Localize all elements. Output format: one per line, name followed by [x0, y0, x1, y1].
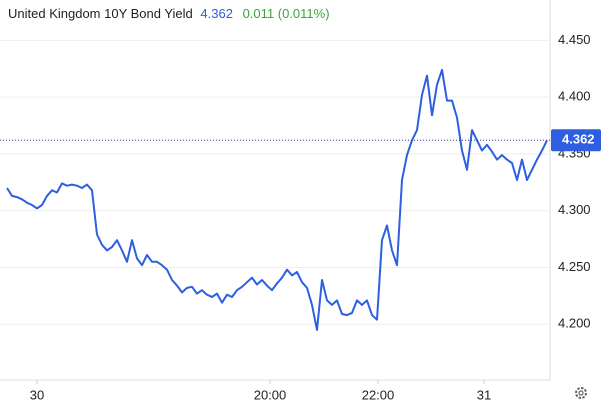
grid — [0, 39, 550, 325]
line-series — [6, 68, 548, 331]
y-tick-label: 4.200 — [558, 316, 591, 331]
last-value-label: 4.362 — [562, 132, 595, 147]
x-tick-label: 31 — [477, 387, 491, 402]
y-tick-label: 4.250 — [558, 259, 591, 274]
x-tick-label: 22:00 — [362, 387, 395, 402]
last-value-badge — [551, 129, 601, 152]
y-tick-label: 4.300 — [558, 202, 591, 217]
x-tick-label: 20:00 — [254, 387, 287, 402]
y-tick-label: 4.400 — [558, 89, 591, 104]
price: 4.362 — [200, 6, 233, 21]
x-tick-label: 30 — [30, 387, 44, 402]
settings-icon[interactable] — [575, 387, 587, 399]
change: 0.011 (0.011%) — [243, 6, 330, 21]
chart-title: United Kingdom 10Y Bond Yield — [8, 6, 193, 21]
chart-header: United Kingdom 10Y Bond Yield 4.362 0.01… — [8, 6, 330, 21]
y-tick-label: 4.450 — [558, 32, 591, 47]
